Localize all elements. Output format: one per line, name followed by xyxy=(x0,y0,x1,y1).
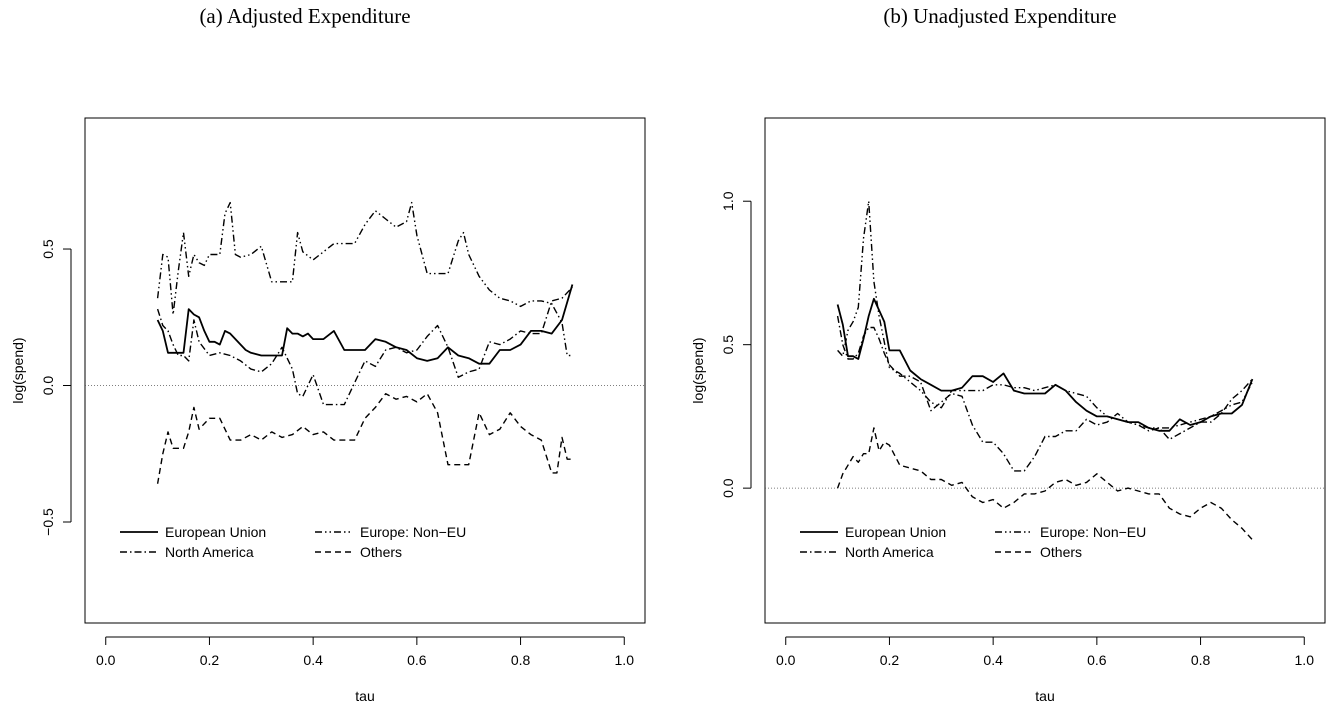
y-tick-label: 0.0 xyxy=(720,478,736,498)
legend-label: North America xyxy=(165,544,254,560)
x-tick-label: 0.0 xyxy=(96,652,116,668)
plot-frame xyxy=(84,117,646,624)
y-tick-label: 0.5 xyxy=(720,335,736,355)
series-line-europe-non-eu xyxy=(156,201,573,357)
x-axis-label: tau xyxy=(1035,688,1054,704)
legend-label: European Union xyxy=(845,524,946,540)
legend-label: Others xyxy=(1040,544,1082,560)
chart-unadjusted-expenditure: 0.0 0.2 0.4 0.6 0.8 1.0 tau 0.0 0.5 1.0 log(spend)… xyxy=(690,117,1326,704)
legend-label: Europe: Non−EU xyxy=(1040,524,1146,540)
x-tick-label: 0.0 xyxy=(776,652,796,668)
y-tick-label: 0.5 xyxy=(40,239,56,259)
series-line-european-union xyxy=(836,297,1254,432)
series-line-north-america xyxy=(156,286,573,406)
series-line-others xyxy=(836,427,1253,541)
x-tick-label: 0.2 xyxy=(880,652,900,668)
panel-a-title: (a) Adjusted Expenditure xyxy=(199,4,411,28)
x-tick-label: 0.4 xyxy=(983,652,1003,668)
x-axis-label: tau xyxy=(355,688,374,704)
x-tick-label: 0.8 xyxy=(1191,652,1211,668)
series-line-north-america xyxy=(836,315,1253,472)
panel-b-title: (b) Unadjusted Expenditure xyxy=(883,4,1117,28)
y-tick-label: −0.5 xyxy=(40,508,56,536)
x-tick-label: 1.0 xyxy=(615,652,635,668)
series-line-european-union xyxy=(156,284,574,365)
x-tick-label: 0.6 xyxy=(1087,652,1107,668)
x-tick-label: 0.8 xyxy=(511,652,531,668)
x-tick-label: 0.2 xyxy=(200,652,220,668)
x-tick-label: 0.4 xyxy=(303,652,323,668)
x-tick-label: 1.0 xyxy=(1295,652,1315,668)
series-line-europe-non-eu xyxy=(837,200,1254,429)
legend-label: Others xyxy=(360,544,402,560)
y-axis-label: log(spend) xyxy=(690,337,706,403)
y-axis-label: log(spend) xyxy=(10,337,26,403)
legend-label: North America xyxy=(845,544,934,560)
y-tick-label: 0.0 xyxy=(40,376,56,396)
x-tick-label: 0.6 xyxy=(407,652,427,668)
plot-frame xyxy=(764,117,1326,624)
chart-adjusted-expenditure: 0.0 0.2 0.4 0.6 0.8 1.0 tau −0.5 0.0 0.5 log(spend… xyxy=(10,117,646,704)
series-line-others xyxy=(156,393,573,484)
y-tick-label: 1.0 xyxy=(720,191,736,211)
legend-label: Europe: Non−EU xyxy=(360,524,466,540)
legend-label: European Union xyxy=(165,524,266,540)
